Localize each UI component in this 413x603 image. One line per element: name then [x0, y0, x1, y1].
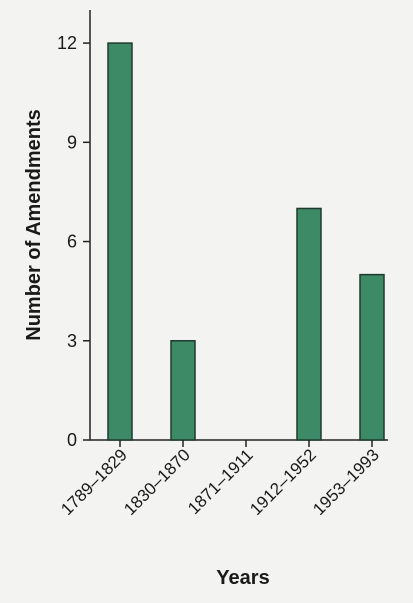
plot-frame	[89, 10, 388, 441]
y-tick-label: 12	[57, 33, 77, 53]
bar-1	[170, 340, 196, 441]
bars	[107, 42, 385, 441]
y-axis-ticks: 0 3 6 9 12	[57, 33, 90, 450]
y-tick-label: 9	[67, 132, 77, 152]
plot-area: 0 3 6 9 12 1789–18291830–18701871–19111912–1…	[57, 10, 388, 519]
bar-4	[359, 273, 385, 441]
x-axis-ticks: 1789–18291830–18701871–19111912–19521953…	[57, 440, 383, 519]
x-tick-label: 1789–1829	[57, 445, 131, 519]
y-tick-label: 0	[67, 430, 77, 450]
y-tick-label: 6	[67, 232, 77, 252]
x-tick-label: 1912–1952	[246, 445, 320, 519]
x-tick-label: 1953–1993	[309, 445, 383, 519]
y-tick-label: 3	[67, 331, 77, 351]
x-tick-label: 1871–1911	[184, 445, 257, 518]
x-tick-label: 1830–1870	[120, 445, 194, 519]
y-axis-title: Number of Amendments	[23, 109, 45, 341]
bar-0	[107, 42, 133, 441]
x-axis-title: Years	[216, 567, 269, 589]
bar-3	[296, 207, 322, 441]
